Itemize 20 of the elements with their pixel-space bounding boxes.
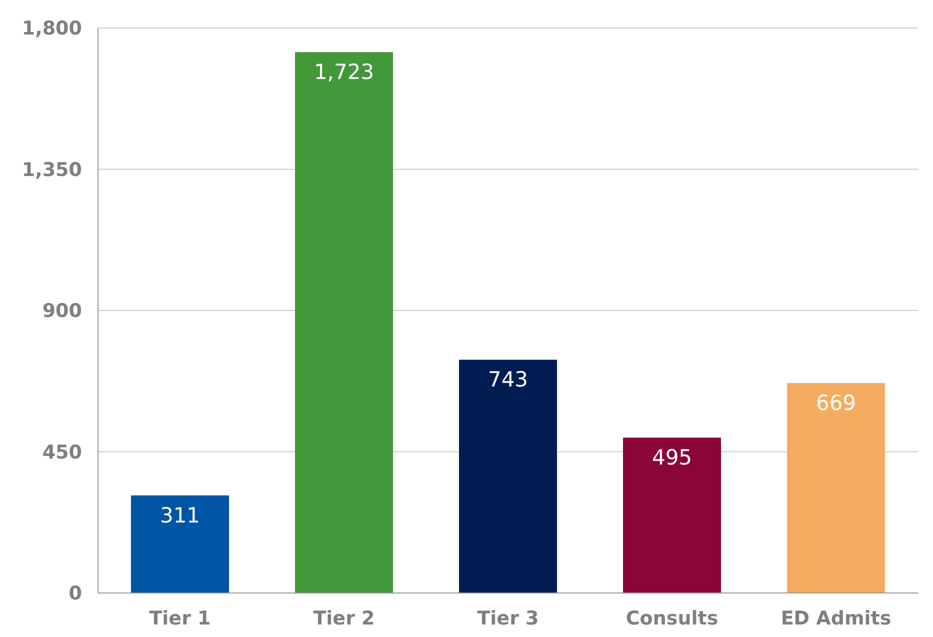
y-tick-label: 1,350 bbox=[22, 158, 82, 181]
x-tick-label: ED Admits bbox=[780, 607, 892, 630]
bar bbox=[131, 495, 229, 593]
bar bbox=[459, 360, 557, 593]
data-label: 669 bbox=[816, 390, 856, 415]
y-tick-label: 1,800 bbox=[22, 18, 82, 40]
x-tick-label: Tier 2 bbox=[313, 607, 375, 630]
x-tick-label: Tier 3 bbox=[477, 607, 539, 630]
x-tick-label: Tier 1 bbox=[149, 607, 211, 630]
bar bbox=[623, 438, 721, 593]
data-label: 743 bbox=[488, 368, 528, 392]
data-label: 495 bbox=[652, 446, 692, 470]
y-tick-label: 450 bbox=[42, 441, 82, 464]
data-label: 311 bbox=[160, 503, 200, 528]
bar bbox=[787, 383, 885, 593]
bar bbox=[295, 52, 393, 593]
x-tick-label: Consults bbox=[626, 607, 718, 630]
data-label: 1,723 bbox=[314, 60, 374, 84]
y-tick-label: 900 bbox=[42, 300, 82, 322]
y-tick-label: 0 bbox=[68, 582, 82, 605]
